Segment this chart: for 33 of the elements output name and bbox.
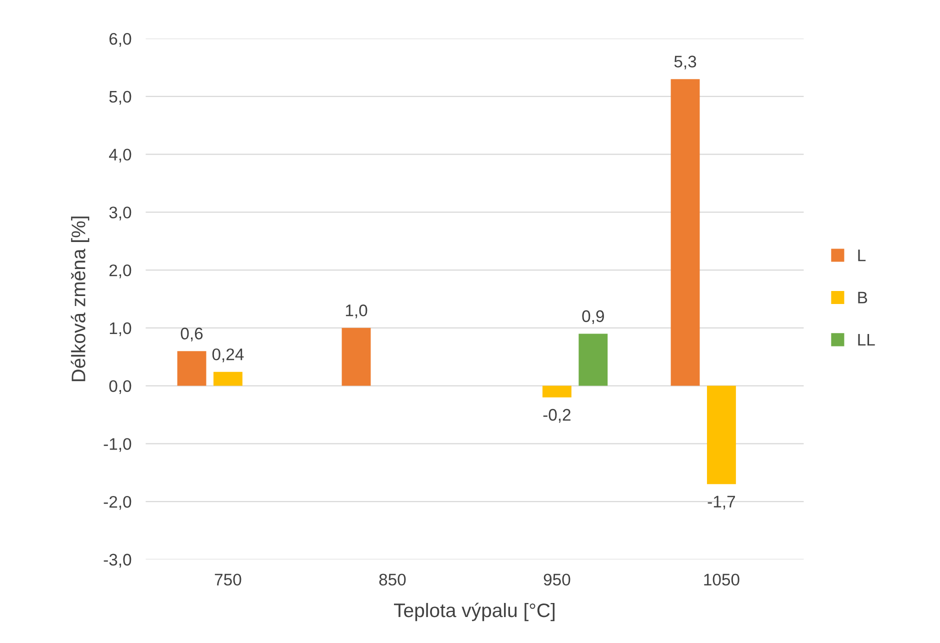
data-label: -0,2 — [543, 408, 570, 423]
y-tick-label: -3,0 — [104, 554, 132, 568]
bar — [706, 386, 736, 484]
y-tick-label: 2,0 — [109, 264, 132, 278]
y-tick-label: 3,0 — [109, 206, 132, 220]
bar — [670, 79, 700, 386]
legend-label: LL — [858, 334, 875, 346]
legend-label: B — [858, 292, 868, 304]
y-tick-label: 6,0 — [109, 32, 132, 47]
y-tick-label: -1,0 — [104, 438, 132, 452]
y-axis-title: Délková změna [%] — [70, 216, 90, 382]
data-label: -1,7 — [708, 496, 735, 510]
y-tick-label: 0,0 — [109, 380, 132, 394]
data-label: 0,6 — [180, 328, 203, 342]
bar — [542, 386, 572, 398]
data-label: 0,9 — [582, 310, 604, 324]
y-tick-label: -2,0 — [104, 496, 132, 510]
x-tick-label: 750 — [214, 574, 242, 586]
x-tick-label: 950 — [544, 574, 570, 586]
data-label: 0,24 — [212, 348, 244, 362]
y-tick-label: 1,0 — [110, 322, 132, 336]
bar — [578, 334, 608, 386]
x-tick-label: 1050 — [704, 574, 740, 586]
data-label: 5,3 — [674, 56, 696, 70]
x-axis-title: Teplota výpalu [°C] — [394, 602, 554, 622]
y-tick-label: 5,0 — [109, 90, 132, 105]
legend-label: L — [858, 250, 866, 262]
bar — [213, 372, 242, 386]
y-tick-label: 4,0 — [109, 148, 132, 162]
bar — [177, 351, 206, 386]
x-tick-label: 850 — [379, 574, 406, 586]
bar — [342, 328, 371, 386]
data-label: 1,0 — [346, 304, 368, 318]
